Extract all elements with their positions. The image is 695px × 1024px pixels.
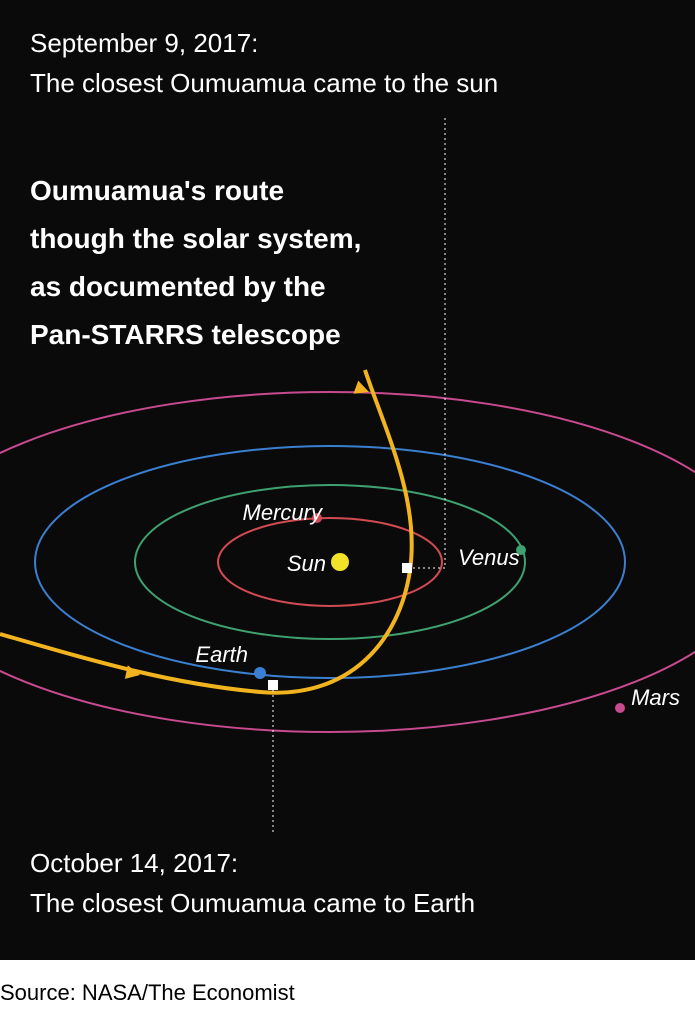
diagram-container: Sun Mercury Venus Earth Mars September 9, 20… [0,0,695,960]
svg-text:though the solar system,: though the solar system, [30,223,361,254]
event-marker [268,680,278,690]
svg-text:Oumuamua's route: Oumuamua's route [30,175,284,206]
source-text: Source: NASA/The Economist [0,980,295,1005]
solar-system-diagram: Sun Mercury Venus Earth Mars September 9, 20… [0,0,695,960]
label-mars: Mars [631,685,680,710]
event-marker [402,563,412,573]
svg-text:as documented by the: as documented by the [30,271,326,302]
svg-text:September 9, 2017:: September 9, 2017: [30,28,258,58]
source-attribution: Source: NASA/The Economist [0,980,295,1006]
sun-dot [331,553,349,571]
background [0,0,695,960]
label-earth: Earth [195,642,248,667]
svg-text:October 14, 2017:: October 14, 2017: [30,848,238,878]
label-mercury: Mercury [243,500,324,525]
label-venus: Venus [458,545,520,570]
svg-text:Pan-STARRS telescope: Pan-STARRS telescope [30,319,341,350]
planet-mars-dot [615,703,625,713]
planet-earth-dot [254,667,266,679]
label-sun: Sun [287,551,326,576]
svg-text:The closest Oumuamua came to t: The closest Oumuamua came to the sun [30,68,498,98]
svg-text:The closest Oumuamua came to E: The closest Oumuamua came to Earth [30,888,475,918]
